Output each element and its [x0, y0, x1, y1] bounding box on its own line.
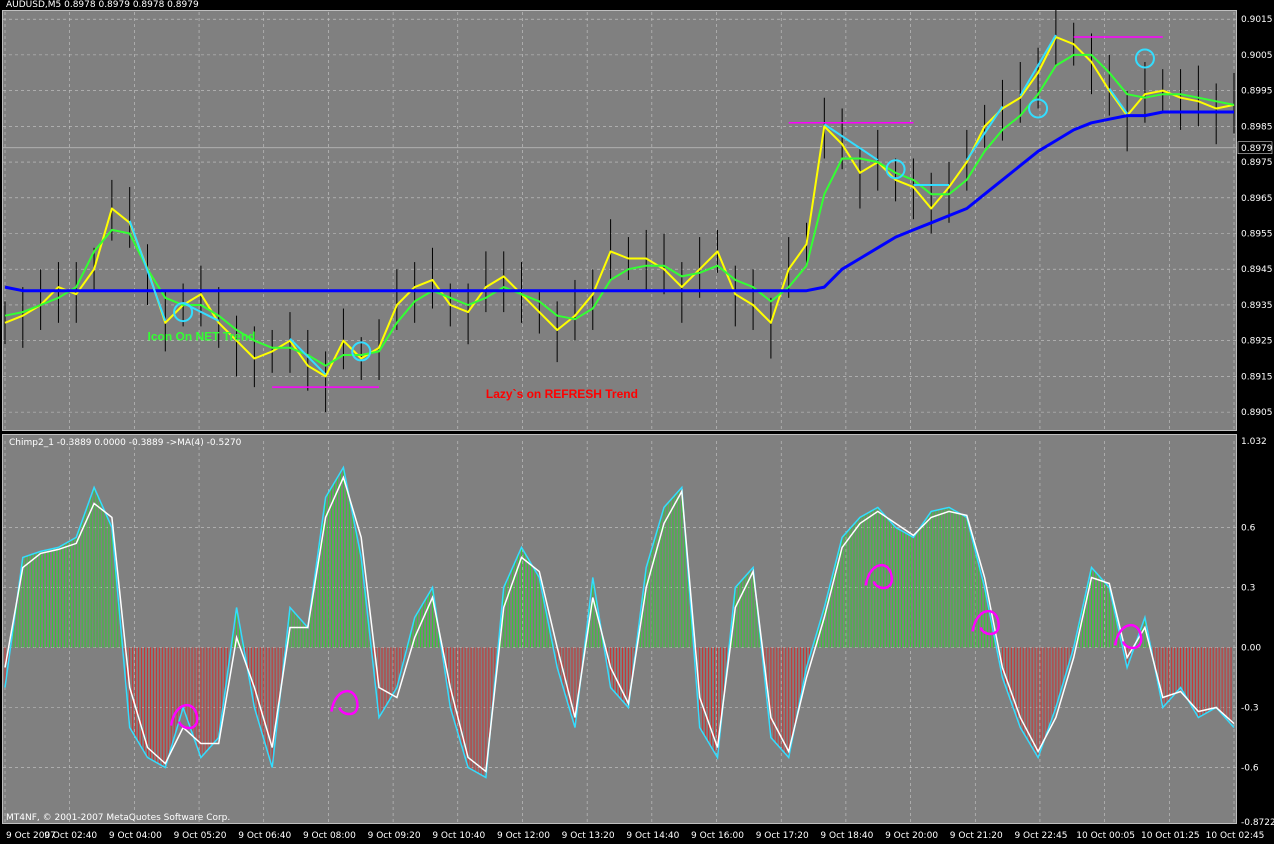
price-y-tick-label: 0.8995 — [1241, 87, 1273, 97]
price-y-tick-label: 0.8905 — [1241, 408, 1273, 418]
price-y-tick-label: 0.8925 — [1241, 337, 1273, 347]
price-y-tick-label: 0.9005 — [1241, 51, 1273, 61]
price-y-tick-label: 0.8935 — [1241, 301, 1273, 311]
x-tick-label: 10 Oct 00:05 — [1076, 831, 1135, 841]
x-tick-label: 9 Oct 10:40 — [432, 831, 485, 841]
ind-y-tick-label: -0.8722 — [1241, 818, 1274, 828]
x-tick-label: 9 Oct 18:40 — [820, 831, 873, 841]
cyan-circle — [1028, 98, 1049, 119]
price-series-yellow — [4, 36, 1235, 378]
price-y-tick-label: 0.8975 — [1241, 158, 1273, 168]
x-tick-label: 9 Oct 21:20 — [950, 831, 1003, 841]
x-tick-label: 9 Oct 20:00 — [885, 831, 938, 841]
ind-y-tick-label: 1.032 — [1241, 437, 1267, 447]
cyan-arrow — [128, 220, 167, 322]
indicator-line-cyan — [4, 465, 1235, 779]
chart-annotation: Lazy`s on REFRESH Trend — [486, 387, 638, 401]
magenta-curl — [1113, 623, 1143, 650]
x-tick-label: 9 Oct 06:40 — [238, 831, 291, 841]
x-tick-label: 10 Oct 01:25 — [1141, 831, 1200, 841]
price-chart-pane[interactable]: AUDUSD,M5 0.8978 0.8979 0.8978 0.8979 — [2, 10, 1237, 431]
cyan-arrow — [823, 123, 879, 161]
price-series-blue — [4, 110, 1234, 293]
copyright-label: MT4NF, © 2001-2007 MetaQuotes Software C… — [6, 813, 231, 823]
x-tick-label: 9 Oct 17:20 — [756, 831, 809, 841]
cyan-circle — [173, 302, 194, 323]
current-price-label: 0.8979 — [1241, 144, 1273, 154]
x-tick-label: 9 Oct 05:20 — [174, 831, 227, 841]
x-tick-label: 9 Oct 13:20 — [562, 831, 615, 841]
ind-y-tick-label: 0.00 — [1241, 643, 1261, 653]
x-tick-label: 9 Oct 08:00 — [303, 831, 356, 841]
x-tick-label: 9 Oct 22:45 — [1014, 831, 1067, 841]
price-y-tick-label: 0.8985 — [1241, 122, 1273, 132]
price-y-tick-label: 0.8955 — [1241, 230, 1273, 240]
current-price-box — [1237, 141, 1273, 155]
cyan-circle — [351, 341, 372, 362]
indicator-ma-line — [4, 475, 1235, 773]
x-tick-label: 9 Oct 16:00 — [691, 831, 744, 841]
magenta-curl — [971, 609, 1000, 636]
price-y-tick-label: 0.8915 — [1241, 372, 1273, 382]
cyan-arrow — [289, 337, 327, 376]
cyan-arrow — [965, 105, 1004, 161]
cyan-circle — [1134, 48, 1155, 69]
price-info-top: AUDUSD,M5 0.8978 0.8979 0.8978 0.8979 — [6, 0, 199, 10]
ind-y-tick-label: -0.3 — [1241, 704, 1259, 714]
x-tick-label: 9 Oct 09:20 — [368, 831, 421, 841]
chart-annotation: Icon On NET Trend — [147, 330, 255, 344]
cyan-circle — [885, 159, 906, 180]
x-tick-label: 9 Oct 14:40 — [626, 831, 679, 841]
x-tick-label: 9 Oct 12:00 — [497, 831, 550, 841]
ind-y-tick-label: -0.6 — [1241, 764, 1259, 774]
x-tick-label: 9 Oct 2007 — [6, 831, 56, 841]
indicator-info-label: Chimp2_1 -0.3889 0.0000 -0.3889 ->MA(4) … — [9, 438, 242, 448]
cyan-arrow — [1019, 34, 1057, 97]
ind-y-tick-label: 0.6 — [1241, 523, 1256, 533]
x-tick-label: 9 Oct 02:40 — [44, 831, 97, 841]
cyan-arrow — [1108, 88, 1128, 115]
magenta-curl — [169, 703, 199, 730]
price-y-tick-label: 0.8945 — [1241, 265, 1273, 275]
magenta-curl — [864, 563, 894, 590]
price-y-tick-label: 0.9015 — [1241, 15, 1273, 25]
indicator-chart-pane[interactable]: Chimp2_1 -0.3889 0.0000 -0.3889 ->MA(4) … — [2, 434, 1237, 824]
price-y-tick-label: 0.8965 — [1241, 194, 1273, 204]
x-tick-label: 10 Oct 02:45 — [1206, 831, 1265, 841]
ind-y-tick-label: 0.3 — [1241, 583, 1255, 593]
magenta-curl — [330, 689, 359, 716]
x-tick-label: 9 Oct 04:00 — [109, 831, 162, 841]
